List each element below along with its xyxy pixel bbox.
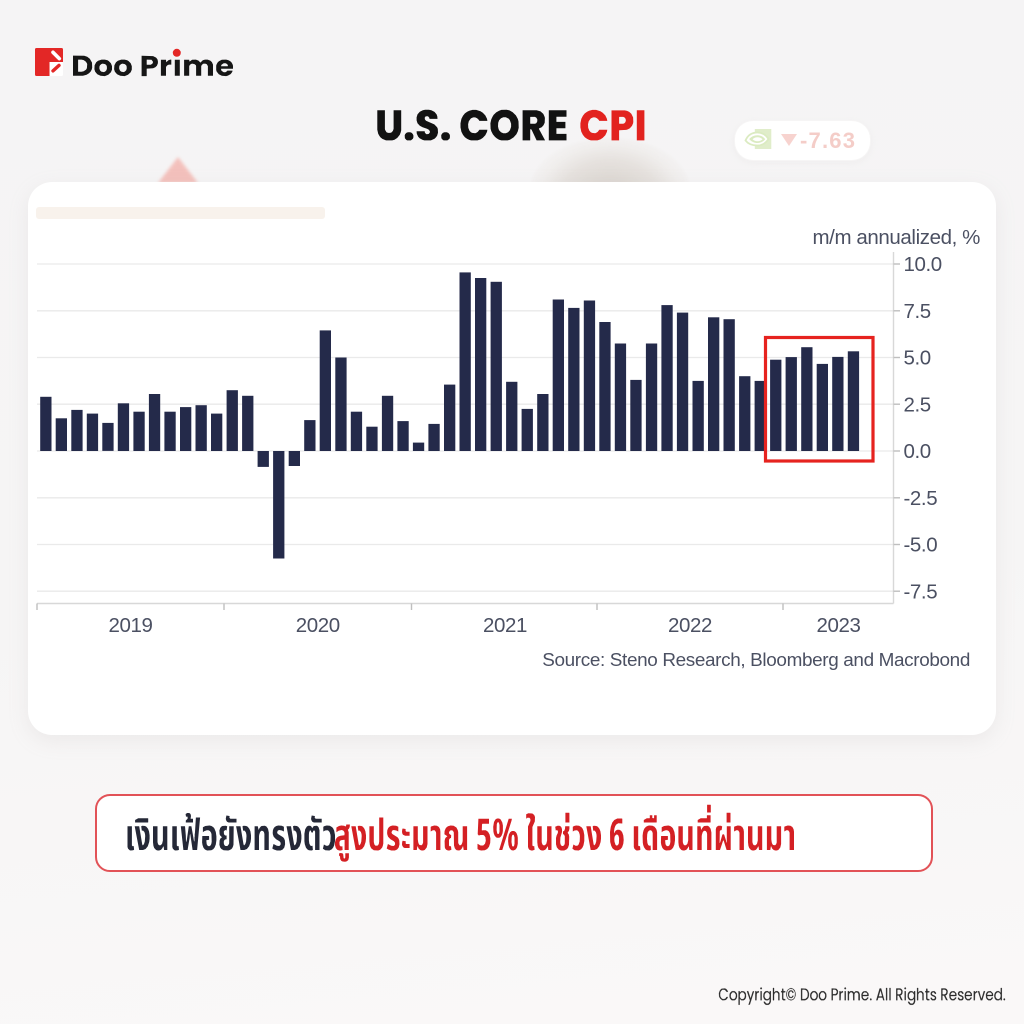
svg-text:2019: 2019 <box>108 614 152 637</box>
svg-text:7.5: 7.5 <box>904 300 931 323</box>
svg-text:0.0: 0.0 <box>904 440 931 463</box>
svg-text:10.0: 10.0 <box>904 253 942 276</box>
svg-text:-7.5: -7.5 <box>904 581 938 604</box>
svg-text:-5.0: -5.0 <box>904 534 938 557</box>
svg-text:2020: 2020 <box>296 614 340 637</box>
svg-text:-2.5: -2.5 <box>904 487 938 510</box>
svg-text:2.5: 2.5 <box>904 393 931 416</box>
svg-text:2021: 2021 <box>483 614 527 637</box>
svg-text:5.0: 5.0 <box>904 347 931 370</box>
svg-text:2023: 2023 <box>816 614 860 637</box>
svg-text:Source: Steno Research, Bloomb: Source: Steno Research, Bloomberg and Ma… <box>542 650 970 671</box>
svg-text:2022: 2022 <box>668 614 712 637</box>
svg-text:m/m annualized, %: m/m annualized, % <box>812 226 980 249</box>
